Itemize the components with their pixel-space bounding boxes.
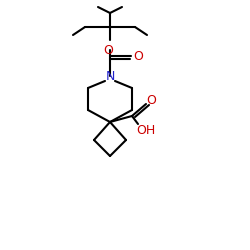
Text: O: O: [103, 44, 113, 57]
Text: O: O: [146, 94, 156, 106]
Text: N: N: [105, 70, 115, 82]
Text: O: O: [133, 50, 143, 64]
Text: OH: OH: [136, 124, 156, 138]
